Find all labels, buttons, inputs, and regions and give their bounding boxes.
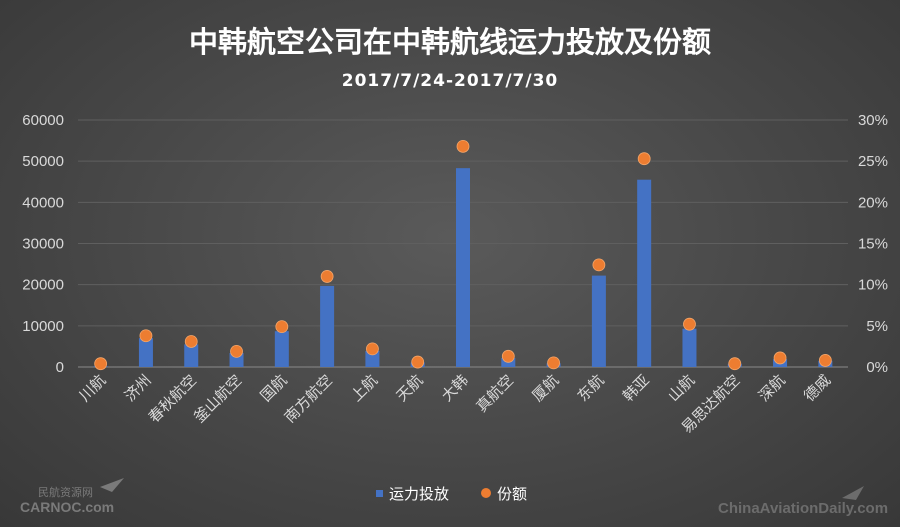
category-label: 深航 <box>755 371 789 405</box>
dot-山航 <box>683 317 696 331</box>
category-label: 济州 <box>121 371 155 405</box>
dot-深航 <box>773 351 787 365</box>
dot-国航 <box>275 320 289 334</box>
bar-东航 <box>591 275 606 367</box>
left-tick-label: 60000 <box>22 112 64 129</box>
category-label: 南方航空 <box>281 371 336 426</box>
dot-德威 <box>818 354 832 367</box>
right-tick-label: 5% <box>866 318 888 335</box>
dot-厦航 <box>547 356 560 370</box>
dot-series <box>94 139 832 371</box>
dot-釜山航空 <box>230 344 243 358</box>
bar-大韩 <box>456 168 470 367</box>
dot-易思达航空 <box>728 357 742 371</box>
dot-春秋航空 <box>184 335 198 348</box>
right-axis-ticks: 0% 5% 10% 15% 20% 25% 30% <box>858 112 888 376</box>
right-tick-label: 20% <box>858 194 888 211</box>
bar-济州 <box>138 338 153 367</box>
watermark-left-bottom: CARNOC.com <box>20 499 114 515</box>
dot-济州 <box>139 329 153 343</box>
left-tick-label: 50000 <box>22 153 64 170</box>
legend-dot-swatch <box>481 488 491 498</box>
legend-item-capacity: 运力投放 <box>389 485 449 503</box>
dot-川航 <box>94 357 108 371</box>
left-tick-label: 30000 <box>22 236 64 253</box>
watermark-left-top: 民航资源网 <box>38 485 93 499</box>
bar-上航 <box>365 350 380 367</box>
chart-subtitle: 2017/7/24-2017/7/30 <box>342 71 559 91</box>
legend-bar-swatch <box>376 490 383 497</box>
dot-南方航空 <box>320 270 334 283</box>
watermark-chinaaviationdaily: ChinaAviationDaily.com <box>718 486 888 517</box>
bar-国航 <box>274 331 289 367</box>
left-tick-label: 40000 <box>22 194 64 211</box>
category-label: 釜山航空 <box>190 371 245 426</box>
swoosh-logo-icon <box>842 486 864 500</box>
left-tick-label: 20000 <box>22 277 64 294</box>
category-label: 春秋航空 <box>145 371 200 426</box>
bar-韩亚 <box>637 179 652 367</box>
category-label: 天航 <box>393 371 427 405</box>
right-tick-label: 30% <box>858 112 888 129</box>
category-label: 德威 <box>800 371 834 405</box>
category-label: 东航 <box>574 371 608 405</box>
category-label: 川航 <box>76 371 110 405</box>
bar-series <box>93 168 833 367</box>
dot-大韩 <box>456 139 470 153</box>
bar-春秋航空 <box>184 344 199 367</box>
right-tick-label: 10% <box>858 277 888 294</box>
bar-南方航空 <box>320 285 335 367</box>
left-tick-label: 0 <box>56 359 64 376</box>
dot-东航 <box>592 258 606 272</box>
category-label: 上航 <box>347 371 381 405</box>
legend-item-share: 份额 <box>497 485 527 503</box>
chart-title: 中韩航空公司在中韩航线运力投放及份额 <box>189 25 711 59</box>
category-label: 韩亚 <box>619 371 653 405</box>
right-tick-label: 15% <box>858 236 888 253</box>
right-tick-label: 25% <box>858 153 888 170</box>
dot-天航 <box>411 355 425 369</box>
left-tick-label: 10000 <box>22 318 64 335</box>
category-label: 国航 <box>257 371 291 405</box>
category-label: 真航空 <box>473 371 518 416</box>
legend: 运力投放 份额 <box>376 485 527 503</box>
dot-韩亚 <box>637 152 651 166</box>
watermark-carnoc: 民航资源网 CARNOC.com <box>20 478 124 515</box>
category-label: 大韩 <box>438 371 472 405</box>
category-label: 厦航 <box>528 371 562 405</box>
category-label: 山航 <box>664 371 698 405</box>
dot-上航 <box>366 342 379 356</box>
plane-logo-icon <box>100 478 124 492</box>
dot-真航空 <box>501 349 515 363</box>
left-axis-ticks: 0 10000 20000 30000 40000 50000 60000 <box>22 112 64 376</box>
watermark-right: ChinaAviationDaily.com <box>718 500 888 517</box>
right-tick-label: 0% <box>866 359 888 376</box>
bar-山航 <box>682 328 697 367</box>
